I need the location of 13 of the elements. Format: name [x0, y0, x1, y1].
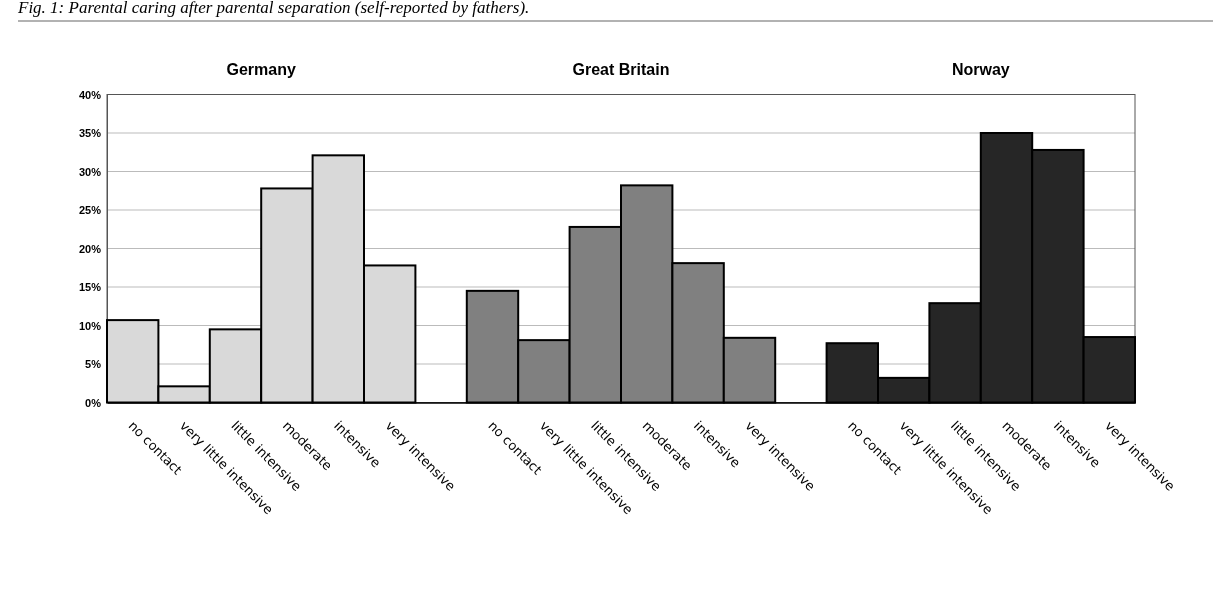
- y-tick-label: 35%: [78, 127, 102, 140]
- y-tick-label: 5%: [85, 358, 102, 371]
- caption: Fig. 1: Parental caring after parental separation (self-reported by fathers).: [17, 0, 530, 17]
- y-tick-label: 0%: [85, 396, 102, 409]
- y-tick-label: 30%: [78, 165, 102, 178]
- text: Germany: [226, 60, 296, 78]
- y-tick-label: 20%: [78, 242, 102, 255]
- text: Norway: [951, 60, 1010, 78]
- text: Great Britain: [572, 60, 670, 78]
- y-tick-label: 10%: [78, 319, 102, 332]
- y-tick-label: 40%: [78, 88, 102, 101]
- y-tick-label: 15%: [78, 281, 102, 294]
- y-tick-label: 25%: [78, 204, 102, 217]
